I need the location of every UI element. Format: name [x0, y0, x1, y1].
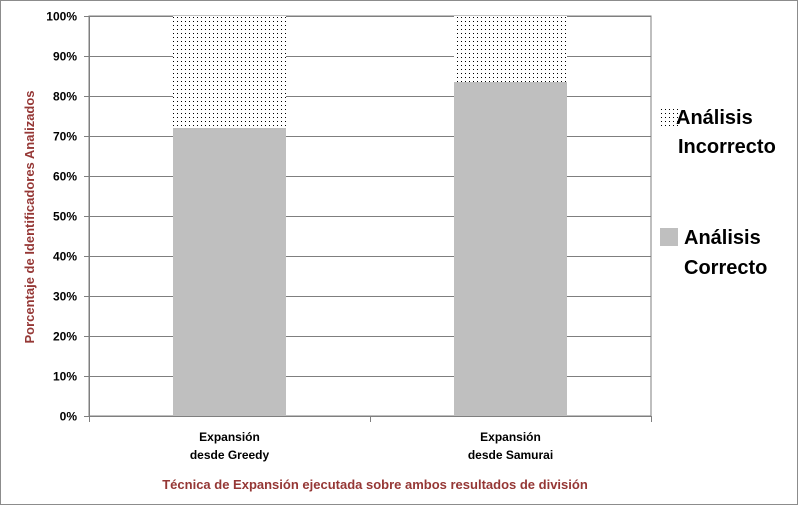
x-category-label: desde Greedy — [190, 448, 270, 462]
bar-correcto-0 — [173, 128, 286, 416]
legend-label: Análisis — [676, 107, 753, 129]
bars — [173, 16, 567, 416]
legend-swatch-incorrecto — [660, 108, 678, 126]
legend: Análisis Incorrecto Análisis Correcto — [660, 107, 776, 279]
legend-swatch-correcto — [660, 228, 678, 246]
y-tick-label: 70% — [53, 130, 77, 144]
y-tick-label: 60% — [53, 170, 77, 184]
y-tick-label: 30% — [53, 290, 77, 304]
x-category-label: desde Samurai — [468, 448, 553, 462]
x-category-label: Expansión — [480, 430, 541, 444]
y-tick-label: 40% — [53, 250, 77, 264]
bar-incorrecto-1 — [454, 16, 567, 82]
y-tick-label: 0% — [60, 410, 78, 424]
y-tick-label: 20% — [53, 330, 77, 344]
y-tick-label: 100% — [46, 10, 77, 24]
legend-label: Incorrecto — [678, 136, 776, 158]
y-tick-label: 50% — [53, 210, 77, 224]
x-category-label: Expansión — [199, 430, 260, 444]
legend-label: Análisis — [684, 227, 761, 249]
bar-correcto-1 — [454, 82, 567, 416]
axes — [84, 16, 652, 422]
labels: 0% 10% 20% 30% 40% 50% 60% 70% 80% 90% 100% Expansi… — [22, 10, 588, 493]
bar-incorrecto-0 — [173, 16, 286, 128]
y-axis-title: Porcentaje de Identificadores Analizados — [22, 90, 37, 343]
x-axis-title: Técnica de Expansión ejecutada sobre amb… — [162, 477, 588, 492]
y-tick-label: 80% — [53, 90, 77, 104]
y-tick-label: 10% — [53, 370, 77, 384]
legend-label: Correcto — [684, 257, 767, 279]
y-tick-label: 90% — [53, 50, 77, 64]
